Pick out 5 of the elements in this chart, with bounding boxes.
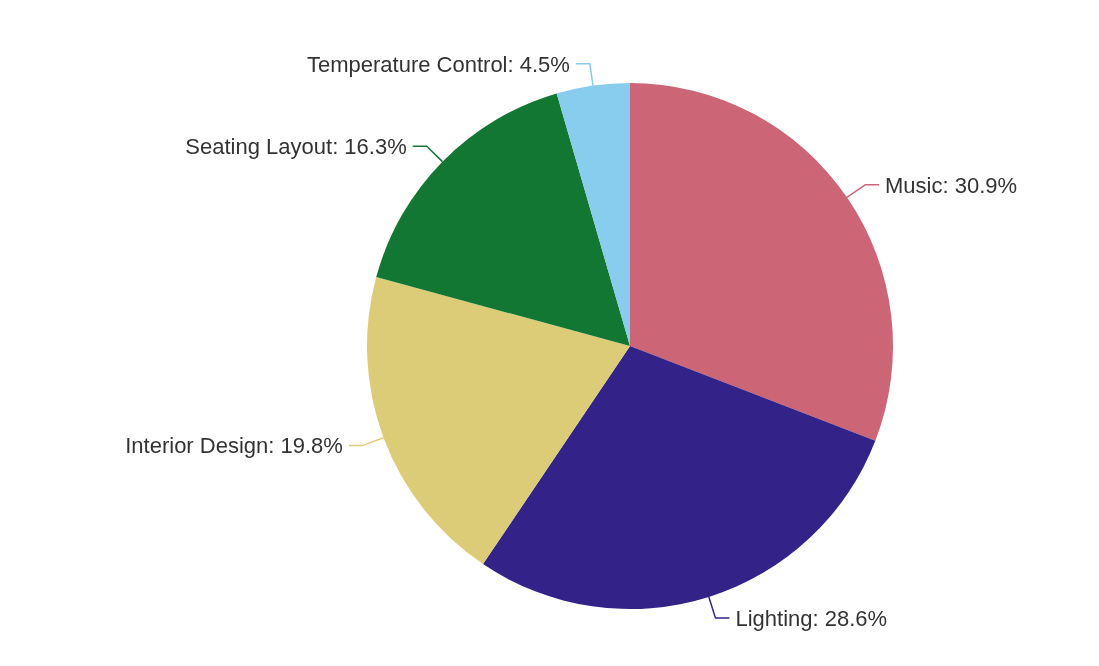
slice-label: Seating Layout: 16.3% bbox=[185, 133, 407, 159]
slice-label: Temperature Control: 4.5% bbox=[306, 51, 570, 77]
slice-label: Music: 30.9% bbox=[885, 172, 1018, 198]
slice-label: Lighting: 28.6% bbox=[735, 605, 888, 631]
slice-label: Interior Design: 19.8% bbox=[125, 433, 343, 459]
